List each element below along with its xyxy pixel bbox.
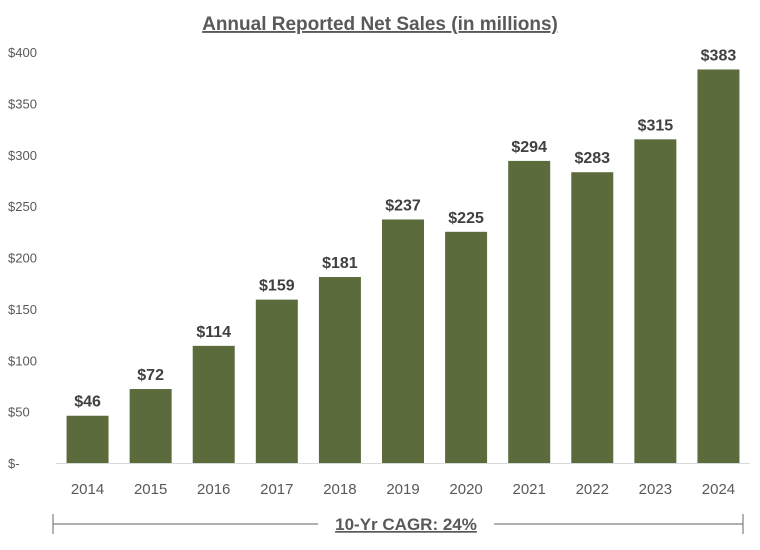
y-tick-label: $100 — [8, 353, 37, 368]
bar-2023 — [634, 139, 677, 463]
data-label: $294 — [511, 139, 547, 156]
x-tick-label: 2018 — [323, 481, 356, 498]
x-tick-label: 2024 — [702, 481, 735, 498]
bar-2015 — [129, 389, 172, 463]
y-tick-label: $350 — [8, 96, 37, 111]
x-tick-label: 2019 — [386, 481, 419, 498]
y-tick-label: $150 — [8, 302, 37, 317]
y-tick-label: $250 — [8, 199, 37, 214]
data-label: $181 — [322, 255, 358, 272]
x-tick-label: 2020 — [449, 481, 482, 498]
bars — [66, 69, 740, 464]
bar-2014 — [66, 415, 109, 463]
data-label: $46 — [74, 394, 101, 411]
data-label: $72 — [137, 367, 164, 384]
cagr-annotation: 10-Yr CAGR: 24% — [335, 515, 477, 534]
y-tick-label: $- — [8, 456, 20, 471]
bar-2019 — [382, 219, 424, 463]
bar-2016 — [192, 345, 235, 463]
x-tick-label: 2016 — [197, 481, 230, 498]
x-tick-label: 2014 — [71, 481, 104, 498]
y-tick-label: $300 — [8, 148, 37, 163]
data-label: $114 — [196, 324, 231, 341]
bar-2024 — [697, 69, 740, 463]
bar-2020 — [445, 231, 488, 463]
x-tick-label: 2021 — [512, 481, 545, 498]
x-tick-label: 2023 — [639, 481, 672, 498]
y-tick-label: $50 — [8, 405, 30, 420]
bar-2022 — [571, 172, 614, 463]
data-label: $237 — [385, 197, 421, 214]
x-axis: 2014 2015 2016 2017 2018 2019 2020 2021 2022 2023… — [71, 481, 735, 498]
y-axis: $- $50 $100 $150 $200 $250 $300 $350 $400 — [8, 45, 37, 471]
x-tick-label: 2022 — [576, 481, 609, 498]
data-label: $159 — [259, 278, 295, 295]
y-tick-label: $200 — [8, 251, 37, 266]
chart-title: Annual Reported Net Sales (in millions) — [202, 14, 558, 35]
data-label: $225 — [448, 210, 484, 227]
bar-2017 — [255, 299, 298, 463]
y-tick-label: $400 — [8, 45, 37, 60]
cagr-bracket: 10-Yr CAGR: 24% — [52, 514, 744, 534]
data-label: $283 — [574, 150, 610, 167]
x-tick-label: 2015 — [134, 481, 167, 498]
data-labels: $46 $72 $114 $159 $181 $237 $225 $294 $283 $315 $3… — [74, 47, 736, 410]
bar-2021 — [508, 160, 551, 464]
data-label: $383 — [701, 47, 737, 64]
x-tick-label: 2017 — [260, 481, 293, 498]
bar-2018 — [318, 277, 361, 463]
data-label: $315 — [638, 117, 674, 134]
